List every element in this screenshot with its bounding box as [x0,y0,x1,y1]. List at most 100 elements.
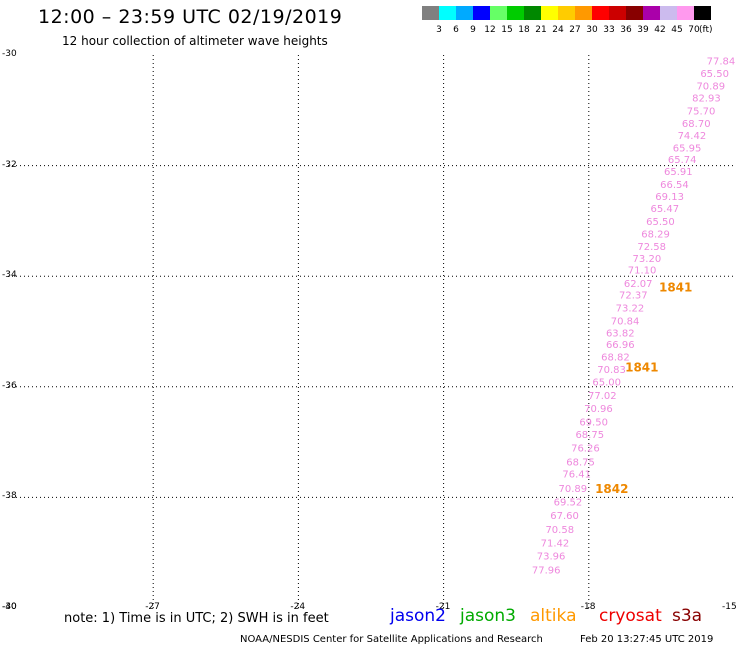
colorbar-swatch [677,6,694,20]
legend-jason3: jason3 [460,606,516,626]
wave-height-label: 77.84 [707,57,736,68]
wave-height-label: 65.50 [700,69,729,80]
page-subtitle: 12 hour collection of altimeter wave hei… [62,34,328,48]
wave-height-label: 71.10 [628,266,657,277]
colorbar-swatch [507,6,524,20]
wave-height-label: 70.58 [545,525,574,536]
wave-height-label: 73.20 [633,254,662,265]
wave-height-label: 68.70 [682,119,711,130]
colorbar-swatch [524,6,541,20]
colorbar-tick-label: 15 [501,25,513,35]
colorbar-swatch [643,6,660,20]
pass-time-label: 1841 [625,360,658,374]
wave-height-label: 82.93 [692,94,721,105]
wave-height-label: 69.52 [554,497,583,508]
wave-height-label: 65.91 [664,167,693,178]
wave-height-label: 70.89 [559,484,588,495]
legend-altika: altika [530,606,577,626]
wave-height-label: 68.29 [641,230,670,241]
page-title: 12:00 – 23:59 UTC 02/19/2019 [38,6,343,28]
colorbar-tick-label: 18 [518,25,530,35]
longitude-label: -15 [722,602,737,612]
wave-height-label: 69.13 [655,192,684,203]
wave-height-label: 77.02 [588,391,617,402]
wave-height-label: 66.96 [606,340,635,351]
wave-height-label: 65.00 [592,377,621,388]
colorbar-tick-label: 36 [620,25,632,35]
colorbar-tick-label: 27 [569,25,581,35]
wave-height-label: 72.37 [619,290,648,301]
longitude-label: -27 [145,602,160,612]
colorbar-swatch [422,6,439,20]
longitude-label: -24 [290,602,306,612]
colorbar-swatch [592,6,609,20]
colorbar-unit: (ft) [699,25,713,35]
wave-height-label: 67.60 [550,511,579,522]
colorbar-swatch [558,6,575,20]
colorbar-swatch [541,6,558,20]
longitude-label: -30 [2,602,17,612]
colorbar-swatch [694,6,711,20]
colorbar-tick-label: 6 [453,25,459,35]
colorbar-swatch [473,6,490,20]
colorbar-tick-label: 33 [603,25,615,35]
colorbar-tick-label: 70 [688,25,700,35]
legend-s3a: s3a [672,606,703,626]
wave-height-label: 70.89 [696,81,725,92]
colorbar-swatch [660,6,677,20]
colorbar-swatch [439,6,456,20]
wave-height-label: 63.82 [606,329,635,340]
wave-height-label: 72.58 [637,242,666,253]
wave-height-label: 65.95 [673,143,702,154]
wave-height-label: 66.54 [660,180,689,191]
wave-height-label: 68.75 [566,457,595,468]
longitude-label: -21 [435,602,451,612]
wave-height-label: 65.47 [650,204,679,215]
colorbar-tick-label: 45 [671,25,683,35]
wave-height-label: 68.82 [601,352,630,363]
wave-height-label: 71.42 [541,539,570,550]
latitude-label: -30 [2,49,17,59]
wave-height-label: 65.74 [668,155,697,166]
colorbar-tick-label: 21 [535,25,547,35]
colorbar-swatch [456,6,473,20]
wave-height-label: 73.22 [616,304,645,315]
latitude-label: -34 [2,270,17,281]
longitude-label: -18 [580,602,596,612]
colorbar-swatch [626,6,643,20]
colorbar-tick-label: 39 [637,25,649,35]
colorbar-swatch [575,6,592,20]
wave-height-label: 76.26 [571,444,600,455]
footer-credit: NOAA/NESDIS Center for Satellite Applica… [240,634,543,645]
colorbar-tick-label: 42 [654,25,666,35]
footer-timestamp: Feb 20 13:27:45 UTC 2019 [580,634,714,645]
colorbar-tick-label: 24 [552,25,564,35]
colorbar-tick-label: 12 [484,25,496,35]
colorbar-tick-label: 9 [470,25,476,35]
wave-height-label: 73.96 [537,551,566,562]
latitude-label: -36 [2,380,17,391]
colorbar-tick-label: 30 [586,25,598,35]
colorbar-swatch [490,6,507,20]
wave-height-label: 69.50 [579,418,608,429]
latitude-label: -32 [2,159,17,170]
pass-time-label: 1841 [659,280,692,294]
wave-height-label: 68.75 [575,430,604,441]
wave-height-label: 62.07 [624,279,653,290]
pass-time-label: 1842 [595,482,628,496]
footer-note: note: 1) Time is in UTC; 2) SWH is in fe… [64,611,329,626]
wave-height-label: 70.83 [597,365,626,376]
wave-height-label: 76.41 [562,470,591,481]
legend-cryosat: cryosat [599,606,662,626]
latitude-label: -40 [2,602,17,612]
wave-height-label: 77.96 [532,565,561,576]
wave-height-label: 75.70 [687,106,716,117]
colorbar-swatch [609,6,626,20]
wave-height-label: 70.96 [584,404,613,415]
wave-height-label: 70.84 [611,316,640,327]
wave-height-label: 74.42 [678,131,707,142]
legend-jason2: jason2 [390,606,446,626]
latitude-label: -38 [2,491,17,502]
wave-height-label: 65.50 [646,217,675,228]
